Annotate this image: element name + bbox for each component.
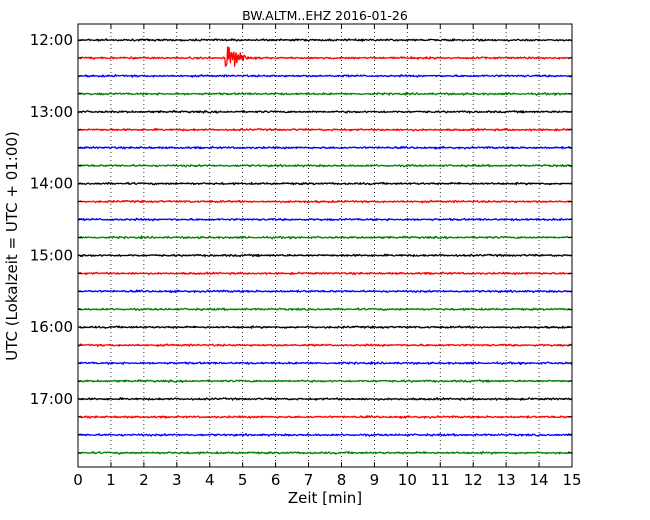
trace-lines bbox=[77, 38, 573, 455]
y-tick-label: 17:00 bbox=[30, 390, 73, 408]
x-tick-label: 1 bbox=[106, 471, 116, 489]
chart-title: BW.ALTM..EHZ 2016-01-26 bbox=[242, 8, 408, 23]
x-tick-label: 7 bbox=[304, 471, 314, 489]
seismic-trace bbox=[77, 145, 573, 150]
seismic-trace bbox=[77, 235, 573, 240]
x-tick-label: 11 bbox=[431, 471, 450, 489]
seismic-trace bbox=[77, 127, 573, 132]
x-axis-label: Zeit [min] bbox=[288, 489, 362, 507]
x-tick-label: 3 bbox=[172, 471, 182, 489]
seismic-trace bbox=[77, 379, 573, 383]
x-tick-label: 10 bbox=[398, 471, 417, 489]
x-tick-label: 9 bbox=[370, 471, 380, 489]
seismic-trace bbox=[77, 181, 573, 186]
seismic-trace bbox=[77, 163, 573, 168]
seismic-trace bbox=[77, 38, 573, 42]
y-tick-label: 14:00 bbox=[30, 175, 73, 193]
x-tick-label: 5 bbox=[238, 471, 248, 489]
seismic-trace bbox=[77, 343, 573, 348]
seismic-trace bbox=[77, 199, 573, 204]
seismic-trace bbox=[77, 433, 573, 437]
y-tick-label: 15:00 bbox=[30, 246, 73, 264]
seismic-trace bbox=[77, 415, 573, 419]
seismic-trace bbox=[77, 325, 573, 329]
x-axis-ticks: 0 1 2 3 4 5 6 7 8 9 10 11 12 13 14 15 bbox=[73, 24, 582, 489]
seismic-trace bbox=[77, 271, 573, 276]
seismic-trace bbox=[77, 289, 573, 294]
y-axis-label: UTC (Lokalzeit = UTC + 01:00) bbox=[3, 131, 21, 361]
x-tick-label: 2 bbox=[139, 471, 149, 489]
seismic-trace bbox=[77, 253, 573, 258]
seismic-trace bbox=[77, 46, 573, 67]
x-tick-label: 0 bbox=[73, 471, 83, 489]
x-tick-label: 8 bbox=[337, 471, 347, 489]
x-tick-label: 15 bbox=[562, 471, 581, 489]
x-tick-label: 6 bbox=[271, 471, 281, 489]
x-tick-label: 4 bbox=[205, 471, 215, 489]
y-tick-label: 16:00 bbox=[30, 318, 73, 336]
seismic-trace bbox=[77, 91, 573, 96]
seismic-trace bbox=[77, 73, 573, 78]
plot-frame bbox=[77, 23, 573, 468]
seismic-trace bbox=[77, 109, 573, 114]
seismic-trace bbox=[77, 397, 573, 401]
seismic-trace bbox=[77, 361, 573, 366]
seismic-trace bbox=[77, 451, 573, 455]
x-tick-label: 13 bbox=[497, 471, 516, 489]
y-tick-label: 12:00 bbox=[30, 31, 73, 49]
y-axis-ticks: 12:00 13:00 14:00 15:00 16:00 17:00 bbox=[30, 31, 572, 454]
seismic-trace bbox=[77, 307, 573, 312]
x-tick-label: 12 bbox=[464, 471, 483, 489]
x-tick-label: 14 bbox=[530, 471, 549, 489]
y-tick-label: 13:00 bbox=[30, 103, 73, 121]
seismic-trace bbox=[77, 217, 573, 222]
